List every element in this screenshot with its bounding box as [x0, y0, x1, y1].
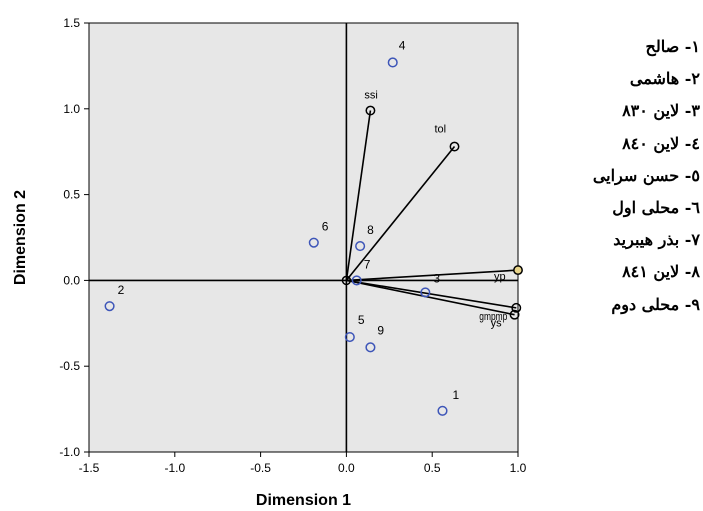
x-tick-label: -1.0: [164, 461, 185, 475]
vector-ys-endpoint: [509, 309, 520, 320]
vector-gmp-endpoint: [511, 302, 522, 313]
y-tick-label: 0.5: [63, 188, 80, 202]
vector-yp-endpoint: [513, 265, 523, 276]
point-5-marker: [344, 331, 355, 343]
legend: ١- صالح ٢- هاشمی ٣- لاین ٨٣٠ ٤- لاین ٨٤٠ ٥- …: [560, 36, 700, 326]
point-6-label: 6: [322, 220, 329, 234]
legend-item: ٧- بذر هیبرید: [613, 230, 700, 250]
vector-yp-line: [346, 269, 519, 282]
point-4-marker: [387, 57, 398, 68]
vector-gmp-line: [346, 279, 517, 309]
vector-ssi-label: ssi: [364, 90, 377, 102]
point-9-label: 9: [377, 323, 384, 337]
point-8-marker: [355, 241, 366, 252]
x-tick-label: -0.5: [250, 461, 271, 475]
x-tick-label: 1.0: [510, 461, 527, 475]
point-3-label: 3: [433, 271, 440, 285]
point-6-marker: [308, 237, 319, 248]
point-5-label: 5: [358, 313, 365, 327]
point-1-label: 1: [452, 388, 459, 402]
object-points: 1 2 3 4 5 6 7 8 9: [104, 38, 459, 416]
y-tick-label: -0.5: [59, 359, 80, 373]
vector-yp-label: yp: [494, 271, 506, 283]
x-axis-ticks: -1.5 -1.0 -0.5 0.0 0.5 1.0: [79, 452, 527, 475]
legend-item: ٦- محلی اول: [612, 197, 700, 217]
y-axis-ticks: -1.0 -0.5 0.0 0.5 1.0 1.5: [59, 16, 89, 459]
vector-tol-line: [345, 146, 456, 281]
point-8-label: 8: [367, 223, 374, 237]
point-3-marker: [420, 287, 431, 298]
vector-tol-label: tol: [435, 124, 447, 136]
point-7-label: 7: [364, 257, 371, 271]
point-2-label: 2: [118, 283, 125, 297]
x-tick-label: 0.5: [424, 461, 441, 475]
vector-ssi-endpoint: [365, 105, 376, 116]
y-tick-label: 0.0: [63, 273, 80, 287]
legend-item: ٩- محلی دوم: [611, 294, 700, 314]
legend-item: ١- صالح: [645, 37, 700, 56]
point-7-marker: [351, 275, 362, 286]
y-axis-label: Dimension 2: [12, 190, 29, 285]
vector-ssi-line: [345, 110, 372, 281]
legend-item: ٤- لاین ٨٤٠: [622, 133, 700, 153]
point-2-marker: [104, 301, 115, 312]
axes: [89, 23, 518, 452]
y-tick-label: 1.0: [63, 102, 80, 116]
vector-gmp-label: gmpmp: [479, 311, 507, 323]
y-tick-label: -1.0: [59, 445, 80, 459]
point-9-marker: [365, 342, 376, 353]
y-tick-label: 1.5: [63, 16, 80, 30]
vector-ys-label: ys: [491, 318, 503, 330]
x-tick-label: -1.5: [79, 461, 100, 475]
legend-item: ٥- حسن سرایی: [592, 165, 700, 185]
plot-area: [88, 22, 519, 453]
legend-item: ٨- لاین ٨٤١: [622, 262, 700, 282]
point-4-label: 4: [399, 38, 406, 52]
vector-ys-line: [346, 279, 515, 316]
x-axis-label: Dimension 1: [256, 492, 351, 509]
x-tick-label: 0.0: [338, 461, 355, 475]
legend-item: ٢- هاشمی: [629, 69, 700, 89]
legend-item: ٣- لاین ٨٣٠: [622, 101, 700, 121]
vector-tol-endpoint: [449, 141, 460, 152]
point-1-marker: [437, 405, 448, 416]
